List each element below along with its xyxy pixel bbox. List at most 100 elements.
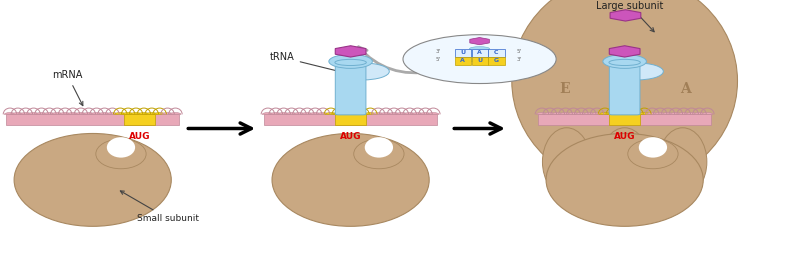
Bar — [488, 49, 505, 57]
Bar — [6, 114, 179, 125]
Wedge shape — [623, 113, 634, 114]
Wedge shape — [654, 113, 666, 114]
Wedge shape — [131, 113, 142, 114]
Ellipse shape — [469, 47, 490, 51]
Wedge shape — [310, 113, 321, 114]
Circle shape — [403, 35, 556, 84]
Wedge shape — [99, 113, 110, 114]
Wedge shape — [341, 113, 352, 114]
Wedge shape — [106, 113, 118, 114]
Text: G: G — [494, 58, 499, 63]
Ellipse shape — [542, 128, 591, 196]
Wedge shape — [607, 113, 618, 114]
Wedge shape — [646, 113, 658, 114]
Text: A: A — [477, 50, 482, 56]
Wedge shape — [12, 113, 23, 114]
Text: AUG: AUG — [614, 132, 635, 142]
Bar — [472, 57, 488, 65]
Ellipse shape — [96, 139, 146, 169]
Ellipse shape — [365, 137, 393, 158]
Wedge shape — [60, 113, 71, 114]
Wedge shape — [663, 113, 674, 114]
Wedge shape — [702, 113, 713, 114]
Ellipse shape — [659, 128, 707, 196]
Wedge shape — [52, 113, 63, 114]
Text: 3': 3' — [517, 57, 521, 62]
Wedge shape — [397, 113, 408, 114]
Text: mRNA: mRNA — [52, 70, 83, 106]
Bar — [538, 114, 711, 125]
Wedge shape — [28, 113, 39, 114]
Ellipse shape — [639, 137, 667, 158]
Ellipse shape — [600, 128, 649, 196]
Text: 3': 3' — [436, 49, 441, 54]
Text: 5': 5' — [436, 57, 441, 62]
Circle shape — [478, 52, 498, 59]
Wedge shape — [615, 113, 626, 114]
Wedge shape — [592, 113, 603, 114]
Wedge shape — [567, 113, 579, 114]
Bar — [264, 114, 437, 125]
Text: E: E — [559, 82, 570, 96]
Wedge shape — [301, 113, 313, 114]
Bar — [124, 114, 155, 125]
Ellipse shape — [335, 59, 366, 66]
Wedge shape — [536, 113, 547, 114]
Wedge shape — [270, 113, 281, 114]
Wedge shape — [560, 113, 571, 114]
Text: 5': 5' — [517, 49, 521, 54]
Wedge shape — [146, 113, 157, 114]
Wedge shape — [552, 113, 563, 114]
Wedge shape — [154, 113, 165, 114]
Text: tRNA: tRNA — [270, 52, 343, 73]
Text: A: A — [460, 58, 465, 63]
Ellipse shape — [107, 137, 135, 158]
Wedge shape — [412, 113, 423, 114]
Circle shape — [336, 63, 389, 80]
Ellipse shape — [512, 0, 737, 187]
Bar — [455, 49, 471, 57]
Bar — [609, 114, 640, 125]
Wedge shape — [318, 113, 329, 114]
FancyBboxPatch shape — [471, 48, 488, 62]
Ellipse shape — [272, 133, 430, 226]
Wedge shape — [372, 113, 384, 114]
Bar — [472, 49, 488, 57]
Ellipse shape — [546, 133, 703, 226]
Wedge shape — [349, 113, 360, 114]
Wedge shape — [326, 113, 337, 114]
Wedge shape — [575, 113, 587, 114]
FancyBboxPatch shape — [609, 63, 640, 115]
Text: P: P — [619, 82, 630, 96]
Wedge shape — [428, 113, 439, 114]
Wedge shape — [114, 113, 126, 114]
Text: AUG: AUG — [340, 132, 361, 142]
Wedge shape — [44, 113, 55, 114]
Text: AUG: AUG — [129, 132, 150, 142]
Circle shape — [603, 54, 646, 68]
Wedge shape — [68, 113, 79, 114]
Wedge shape — [364, 113, 376, 114]
Wedge shape — [544, 113, 555, 114]
Wedge shape — [286, 113, 297, 114]
Wedge shape — [388, 113, 400, 114]
Bar — [335, 114, 366, 125]
Circle shape — [329, 54, 372, 68]
Wedge shape — [671, 113, 682, 114]
Text: Large subunit: Large subunit — [596, 1, 664, 32]
Text: U: U — [460, 50, 465, 56]
Wedge shape — [162, 113, 173, 114]
Wedge shape — [139, 113, 150, 114]
Text: C: C — [494, 50, 499, 56]
Ellipse shape — [14, 133, 171, 226]
Wedge shape — [678, 113, 689, 114]
Wedge shape — [631, 113, 642, 114]
Wedge shape — [357, 113, 368, 114]
Wedge shape — [380, 113, 392, 114]
Wedge shape — [170, 113, 181, 114]
Bar — [488, 57, 505, 65]
Wedge shape — [638, 113, 650, 114]
Wedge shape — [584, 113, 595, 114]
Text: Small subunit: Small subunit — [120, 191, 199, 223]
Wedge shape — [420, 113, 431, 114]
